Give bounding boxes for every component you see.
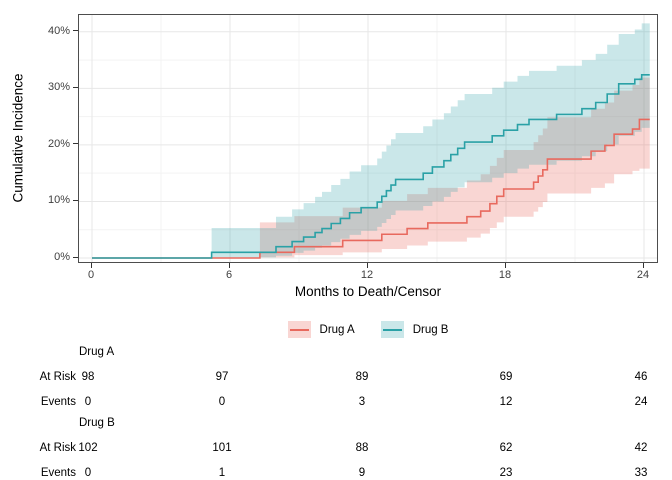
legend-key-icon-drug-a xyxy=(287,321,311,338)
risk-table-row-label: Events xyxy=(40,396,76,408)
x-tick-mark xyxy=(228,263,230,268)
x-tick-mark xyxy=(366,263,368,268)
x-tick-label: 12 xyxy=(360,269,374,281)
risk-table-cell: 89 xyxy=(355,371,369,383)
risk-table-cell: 33 xyxy=(634,467,648,479)
risk-table-cell: 62 xyxy=(499,442,513,454)
ci-band-drug-b xyxy=(211,23,650,258)
risk-table-cell: 9 xyxy=(358,467,366,479)
x-tick-mark xyxy=(504,263,506,268)
risk-table-cell: 0 xyxy=(218,396,226,408)
y-tick-label: 40% xyxy=(47,24,70,37)
y-axis-title: Cumulative Incidence xyxy=(10,73,26,203)
y-tick-mark xyxy=(73,256,78,258)
risk-table-cell: 0 xyxy=(84,467,92,479)
y-tick-mark xyxy=(73,30,78,32)
legend-label-drug-a: Drug A xyxy=(319,323,355,336)
risk-table-cell: 12 xyxy=(499,396,513,408)
risk-table-row-label: At Risk xyxy=(39,442,76,454)
risk-table-row-label: At Risk xyxy=(39,371,76,383)
y-tick-mark xyxy=(73,86,78,88)
y-tick-label: 30% xyxy=(47,81,70,94)
x-tick-label: 18 xyxy=(498,269,512,281)
legend-key-line-drug-a xyxy=(289,328,309,331)
risk-table-row-label: Events xyxy=(40,467,76,479)
x-tick-mark xyxy=(90,263,92,268)
risk-table-cell: 23 xyxy=(499,467,513,479)
risk-table-cell: 24 xyxy=(634,396,648,408)
x-axis-title: Months to Death/Censor xyxy=(294,284,442,299)
legend-key-line-drug-b xyxy=(382,328,402,331)
risk-table-cell: 69 xyxy=(499,371,513,383)
plot-canvas xyxy=(79,15,657,262)
risk-table-cell: 1 xyxy=(218,467,226,479)
y-tick-mark xyxy=(73,199,78,201)
legend-item-drug-a: Drug A xyxy=(287,321,355,338)
x-tick-label: 6 xyxy=(225,269,233,281)
y-tick-label: 0% xyxy=(54,251,70,263)
y-tick-mark xyxy=(73,143,78,145)
risk-table-cell: 98 xyxy=(81,371,95,383)
risk-table-group-drug-b: Drug B xyxy=(79,417,115,429)
legend: Drug A Drug B xyxy=(78,321,658,338)
risk-table-cell: 42 xyxy=(634,442,648,454)
step-line-drug-b xyxy=(92,73,650,259)
risk-table-group-drug-a: Drug A xyxy=(79,346,115,358)
step-line-drug-a xyxy=(92,118,650,259)
risk-table-cell: 97 xyxy=(215,371,229,383)
plot-panel xyxy=(78,14,658,263)
y-tick-label: 20% xyxy=(47,137,70,150)
x-tick-label: 24 xyxy=(636,269,650,281)
x-tick-mark xyxy=(642,263,644,268)
legend-item-drug-b: Drug B xyxy=(380,321,449,338)
legend-label-drug-b: Drug B xyxy=(412,323,449,336)
risk-table-cell: 101 xyxy=(212,442,232,454)
risk-table-cell: 46 xyxy=(634,371,648,383)
y-tick-label: 10% xyxy=(47,194,70,207)
risk-table-cell: 3 xyxy=(358,396,366,408)
risk-table-cell: 102 xyxy=(78,442,98,454)
risk-table-cell: 0 xyxy=(84,396,92,408)
risk-table-cell: 88 xyxy=(355,442,369,454)
x-tick-label: 0 xyxy=(87,269,95,281)
legend-key-icon-drug-b xyxy=(380,321,404,338)
